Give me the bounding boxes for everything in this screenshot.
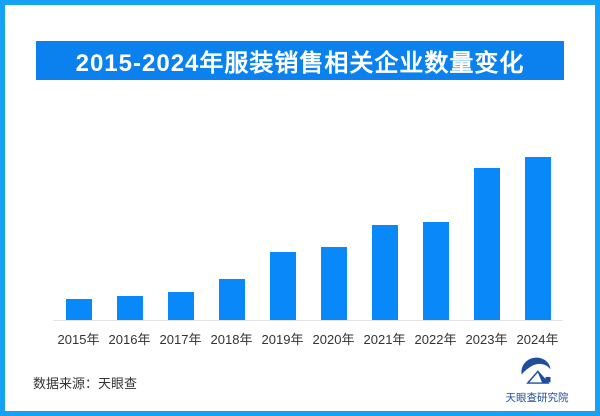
x-axis-label: 2024年 (516, 332, 559, 347)
bar-2024年 (524, 157, 551, 320)
bar-2021年 (371, 225, 398, 320)
bar-2018年 (218, 279, 245, 320)
bar-slot (206, 151, 257, 320)
brand-block: 天眼查研究院 (505, 355, 569, 405)
bar-slot (359, 151, 410, 320)
bar-slot (512, 151, 563, 320)
bar-2020年 (320, 247, 347, 320)
x-axis-label: 2022年 (414, 332, 457, 347)
brand-name: 天眼查研究院 (505, 392, 569, 404)
bar-slot (53, 151, 104, 320)
x-axis-label: 2023年 (465, 332, 508, 347)
chart-title: 2015-2024年服装销售相关企业数量变化 (75, 50, 525, 77)
x-axis-labels: 2015年 2016年 2017年 2018年 2019年 2020年 2021年 2022年… (53, 329, 563, 348)
data-source-note: 数据来源：天眼查 (33, 376, 138, 391)
bar-slot (257, 151, 308, 320)
bar-2022年 (422, 222, 449, 320)
x-axis-label: 2018年 (210, 332, 253, 347)
bar-2016年 (116, 296, 143, 320)
x-axis-label: 2020年 (312, 332, 355, 347)
x-axis-label: 2019年 (261, 332, 304, 347)
bar-slot (104, 151, 155, 320)
x-axis-label: 2015年 (57, 332, 100, 347)
bar-slot (410, 151, 461, 320)
bar-slot (308, 151, 359, 320)
bar-2019年 (269, 252, 296, 320)
x-axis-label: 2016年 (108, 332, 151, 347)
bar-chart-plot-area (53, 151, 563, 321)
tianyancha-logo-icon (519, 355, 555, 389)
bar-slot (461, 151, 512, 320)
bar-2023年 (473, 168, 500, 320)
bar-2017年 (167, 292, 194, 320)
x-axis-label: 2021年 (363, 332, 406, 347)
x-axis-label: 2017年 (159, 332, 202, 347)
bar-slot (155, 151, 206, 320)
bar-2015年 (65, 299, 92, 320)
title-banner: 2015-2024年服装销售相关企业数量变化 (36, 41, 564, 80)
